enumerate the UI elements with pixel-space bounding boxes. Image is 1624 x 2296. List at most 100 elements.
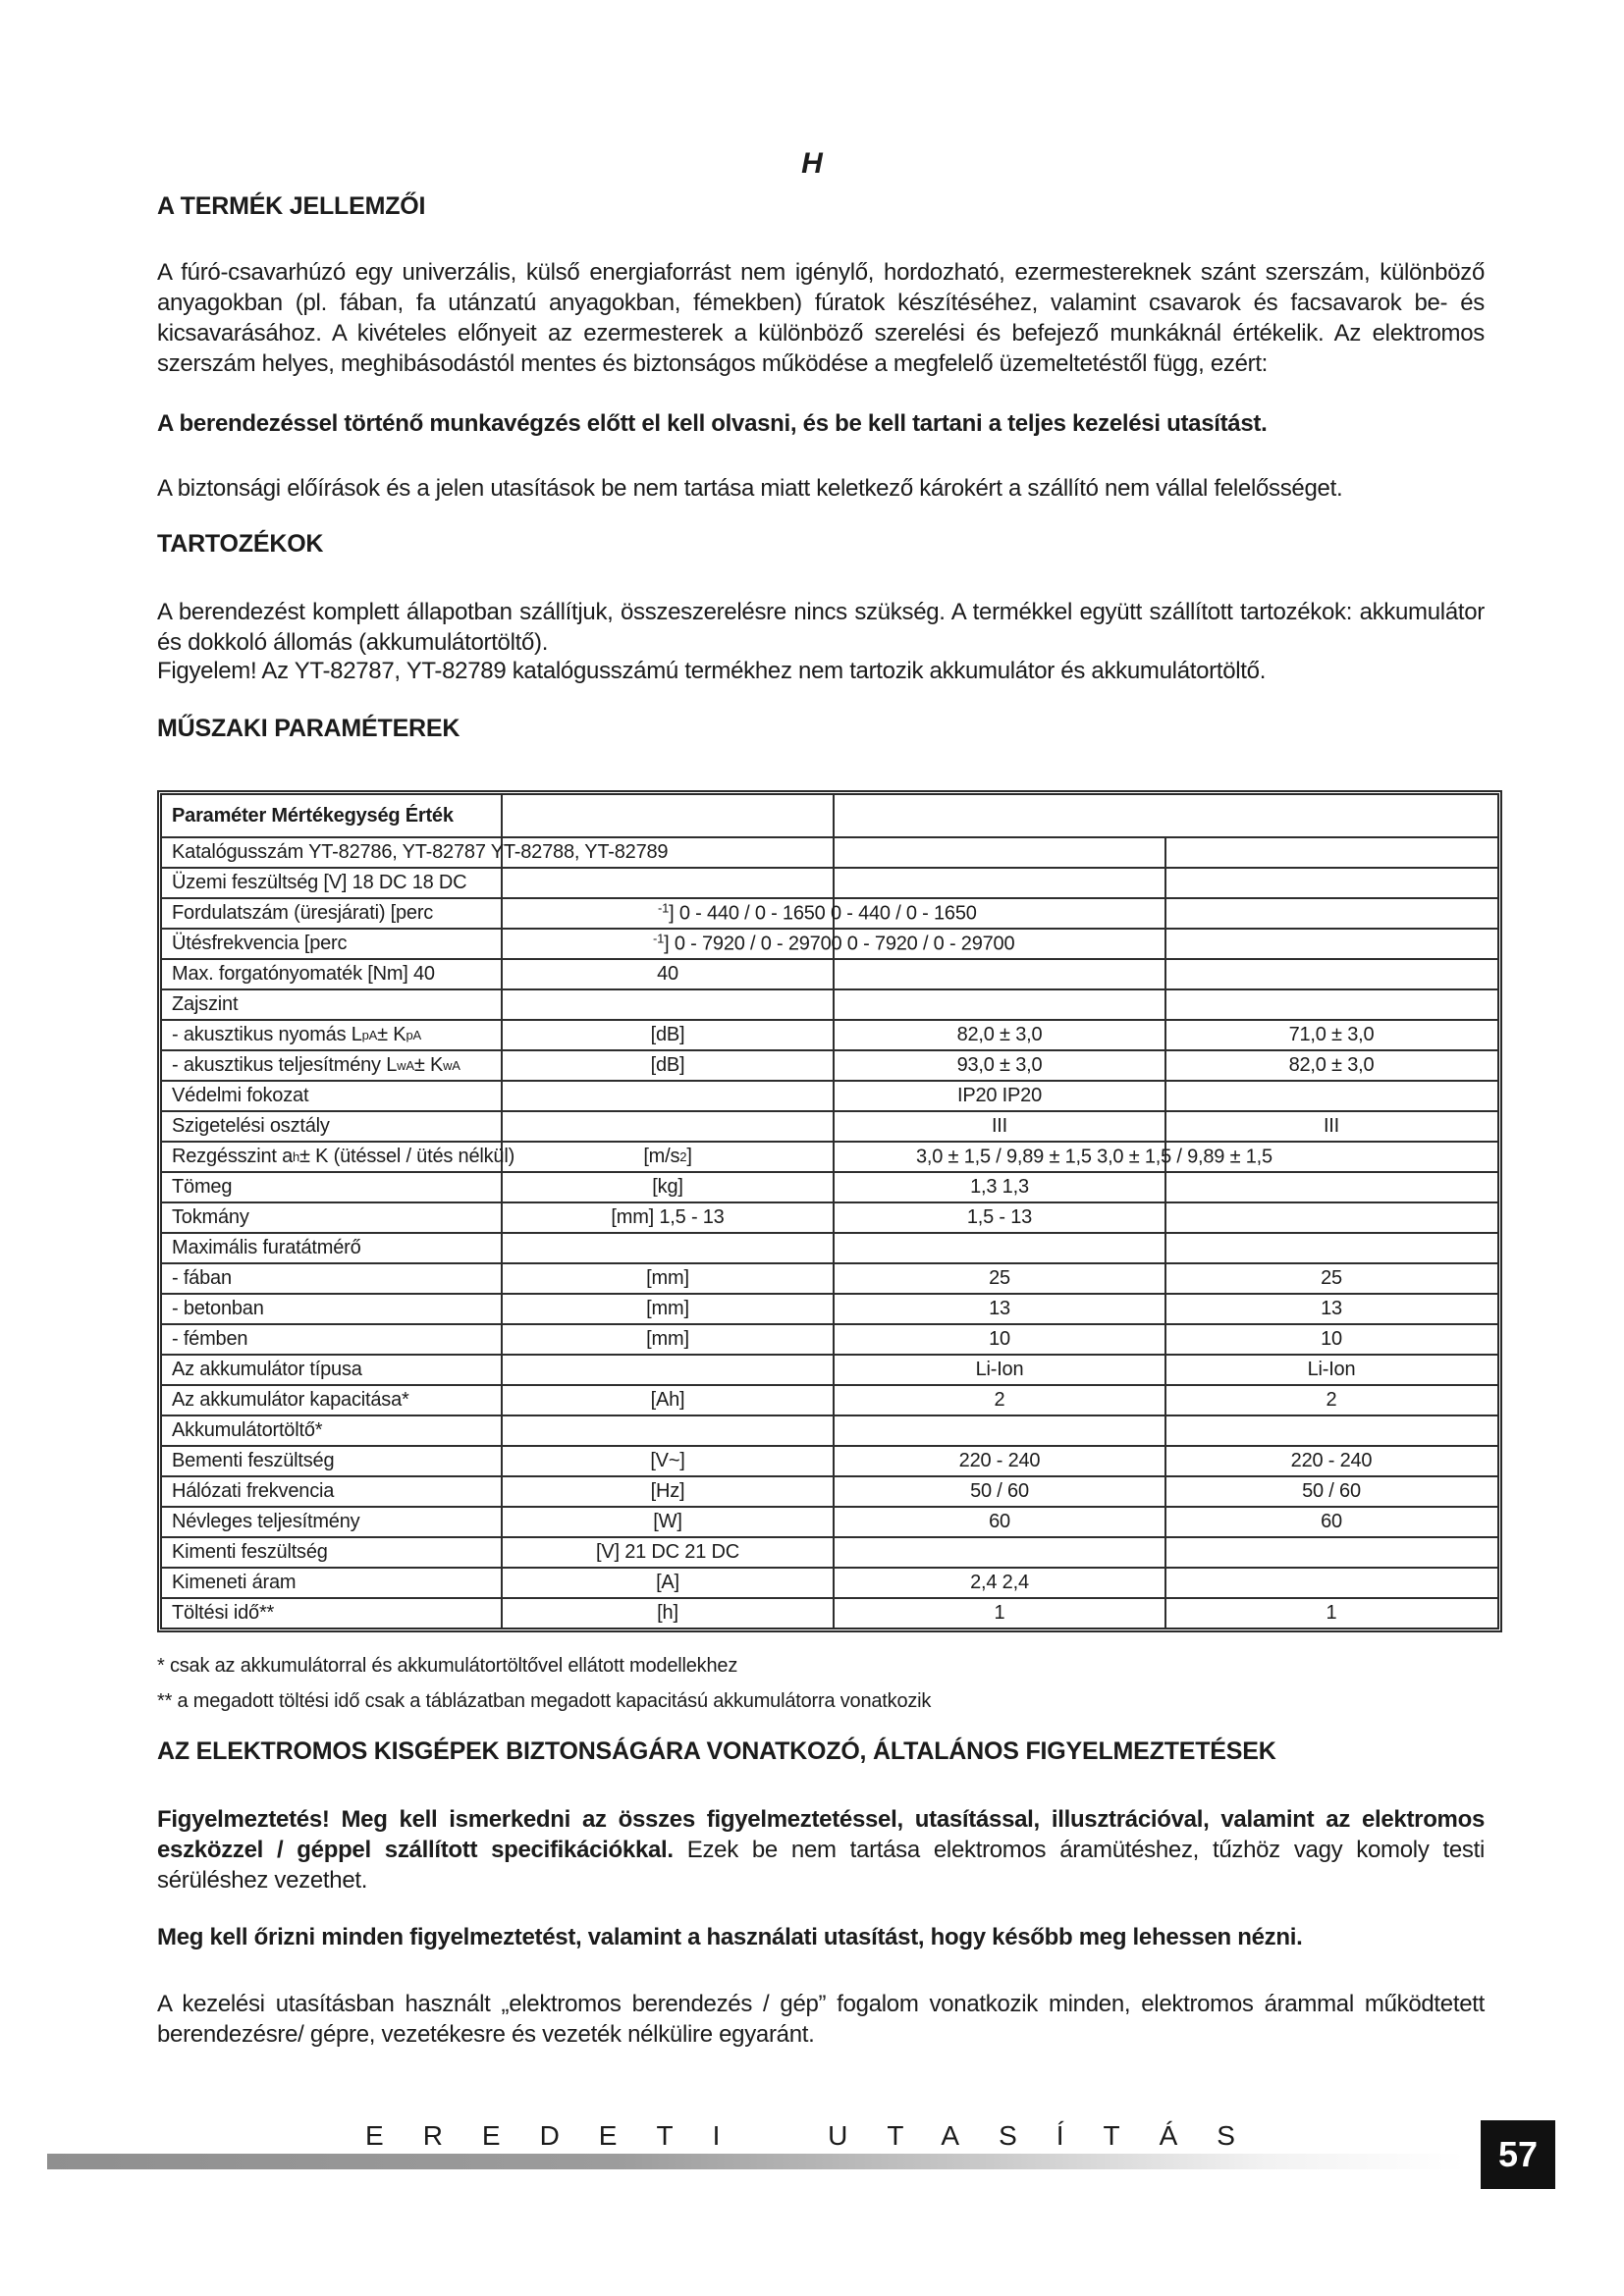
table-row: Szigetelési osztály III III — [162, 1110, 1497, 1141]
column-divider — [1164, 1173, 1166, 1201]
column-divider — [833, 1143, 835, 1171]
column-divider — [501, 960, 503, 988]
table-cell: 25 — [1165, 1264, 1497, 1293]
text-run: Katalógusszám YT-82786, YT-82787 YT-8278… — [172, 841, 669, 863]
section-title-product-features: A TERMÉK JELLEMZŐI — [157, 192, 426, 220]
column-divider — [833, 1538, 835, 1567]
column-divider — [833, 1447, 835, 1475]
table-row: Töltési idő** [h] 1 1 — [162, 1597, 1497, 1628]
column-divider — [833, 795, 835, 836]
text-run: 40 — [657, 963, 678, 985]
text-run: Az akkumulátor kapacitása* — [172, 1389, 409, 1411]
table-cell: 13 — [1165, 1295, 1497, 1323]
text-run: Az akkumulátor típusa — [172, 1359, 362, 1380]
paragraph-safety-warning: Figyelmeztetés! Meg kell ismerkedni az ö… — [157, 1804, 1485, 1896]
table-row: Védelmi fokozat IP20 IP20 — [162, 1080, 1497, 1110]
text-run: Zajszint — [172, 993, 239, 1015]
column-divider — [833, 1386, 835, 1415]
table-row: Tokmány [mm] 1,5 - 13 1,5 - 13 — [162, 1201, 1497, 1232]
column-divider — [1164, 1356, 1166, 1384]
column-divider — [501, 795, 503, 836]
column-divider — [501, 1173, 503, 1201]
text-run: 60 — [989, 1511, 1010, 1532]
text-run: [mm] 1,5 - 13 — [611, 1206, 725, 1228]
table-row: Névleges teljesítmény [W] 60 60 — [162, 1506, 1497, 1536]
column-divider — [833, 1599, 835, 1628]
column-divider — [833, 1051, 835, 1080]
page-number-badge: 57 — [1481, 2120, 1555, 2189]
table-row: Hálózati frekvencia [Hz] 50 / 60 50 / 60 — [162, 1475, 1497, 1506]
table-cell: [h] — [502, 1599, 834, 1628]
text-run: III — [991, 1115, 1008, 1137]
text-run: 2 — [1326, 1389, 1337, 1411]
column-divider — [501, 990, 503, 1019]
table-value-overflowing: -1] 0 - 7920 / 0 - 29700 0 - 7920 / 0 - … — [653, 931, 1015, 955]
column-divider — [501, 1051, 503, 1080]
paragraph-keep-warnings: Meg kell őrizni minden figyelmeztetést, … — [157, 1924, 1303, 1950]
column-divider — [1164, 1569, 1166, 1597]
column-divider — [501, 1234, 503, 1262]
table-cell: [Ah] — [502, 1386, 834, 1415]
table-cell: [mm] — [502, 1264, 834, 1293]
text-run: [Ah] — [650, 1389, 685, 1411]
table-row: Zajszint — [162, 988, 1497, 1019]
column-divider — [501, 1203, 503, 1232]
text-run: Szigetelési osztály — [172, 1115, 330, 1137]
table-cell: 82,0 ± 3,0 — [834, 1021, 1165, 1049]
table-cell: [m/s 2] — [643, 1146, 692, 1167]
table-cell: Kimenti feszültség — [162, 1538, 502, 1567]
text-run: 10 — [1321, 1328, 1342, 1350]
column-divider — [833, 1021, 835, 1049]
table-cell: IP20 IP20 — [834, 1082, 1165, 1110]
text-run: 2 — [994, 1389, 1005, 1411]
text-run: Ütésfrekvencia [perc — [172, 933, 348, 954]
text-run: ± K (ütéssel / ütés nélkül) — [299, 1146, 515, 1167]
column-divider — [501, 1599, 503, 1628]
text-run: 1,3 1,3 — [970, 1176, 1029, 1198]
text-run: Bementi feszültség — [172, 1450, 335, 1471]
table-cell: Kimeneti áram — [162, 1569, 502, 1597]
column-divider — [501, 1569, 503, 1597]
table-cell: 50 / 60 — [1165, 1477, 1497, 1506]
paragraph-accessories-note: Figyelem! Az YT-82787, YT-82789 katalógu… — [157, 658, 1267, 684]
text-run: 25 — [1321, 1267, 1342, 1289]
table-cell: [V~] — [502, 1447, 834, 1475]
column-divider — [501, 1112, 503, 1141]
text-run: IP20 IP20 — [956, 1085, 1043, 1106]
text-run: 1 — [1326, 1602, 1337, 1624]
table-cell: III — [834, 1112, 1165, 1141]
table-value-overflowing: -1] 0 - 440 / 0 - 1650 0 - 440 / 0 - 165… — [658, 900, 977, 925]
column-divider — [1164, 1203, 1166, 1232]
table-cell: 1,3 1,3 — [834, 1173, 1165, 1201]
superscript: -1 — [658, 900, 670, 915]
table-cell: 13 — [834, 1295, 1165, 1323]
column-divider — [1164, 990, 1166, 1019]
text-run: Li-Ion — [1307, 1359, 1356, 1380]
text-run: Tokmány — [172, 1206, 249, 1228]
table-cell: [A] — [502, 1569, 834, 1597]
text-run: III — [1323, 1115, 1340, 1137]
superscript: -1 — [653, 931, 665, 945]
column-divider — [1164, 1112, 1166, 1141]
page-number: 57 — [1497, 2134, 1539, 2174]
table-cell: Paraméter Mértékegység Érték — [162, 795, 502, 836]
column-divider — [833, 1508, 835, 1536]
table-cell: 93,0 ± 3,0 — [834, 1051, 1165, 1080]
column-divider — [501, 1386, 503, 1415]
text-run: 93,0 ± 3,0 — [956, 1054, 1043, 1076]
table-cell: Névleges teljesítmény — [162, 1508, 502, 1536]
column-divider — [1164, 1143, 1166, 1171]
table-cell: Max. forgatónyomaték [Nm] 40 — [162, 960, 502, 988]
table-row: Üzemi feszültség [V] 18 DC 18 DC — [162, 867, 1497, 897]
column-divider — [1164, 1264, 1166, 1293]
table-row: Ütésfrekvencia [perc -1] 0 - 7920 / 0 - 2… — [162, 928, 1497, 958]
text-run: ± K — [413, 1054, 444, 1076]
text-run: Kimeneti áram — [172, 1572, 297, 1593]
table-cell: Li-Ion — [1165, 1356, 1497, 1384]
column-divider — [1164, 930, 1166, 958]
table-footnote-2: ** a megadott töltési idő csak a tábláza… — [157, 1690, 932, 1712]
